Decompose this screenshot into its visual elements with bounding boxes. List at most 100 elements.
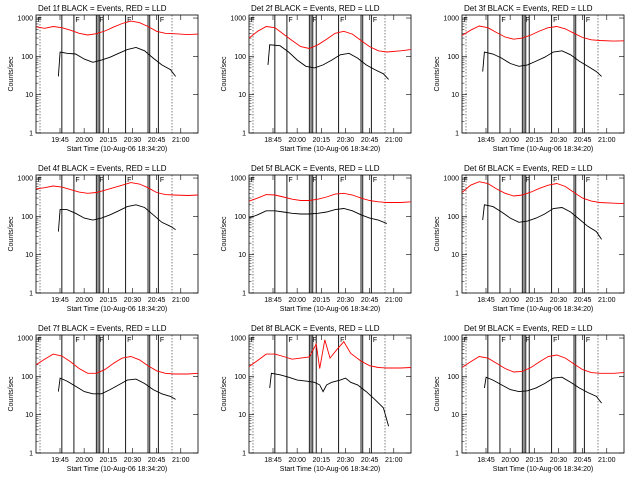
panel-det-5: Det 5f BLACK = Events, RED = LLD 1 10 100 10… [221,164,412,313]
x-tick-label: 18:45 [264,297,282,304]
x-axis-label: Start Time (10-Aug-06 18:34:20) [280,306,380,313]
plot-frame [35,14,199,134]
series-lld-line [249,339,411,369]
y-axis-label: Counts/sec [8,56,15,92]
flag-label: F [75,17,79,24]
x-tick-label: 21:00 [172,137,190,144]
x-tick-label: 20:00 [75,297,93,304]
series-events-line [57,204,176,232]
y-tick-label: 1 [29,131,33,138]
panel-det-2: Det 2f BLACK = Events, RED = LLD 1 10 100 10… [221,4,412,153]
panel-title: Det 6f BLACK = Events, RED = LLD [464,164,593,173]
x-tick-label: 20:00 [288,457,306,464]
flag-label: F [160,177,164,184]
y-axis-label: Counts/sec [8,216,15,252]
x-axis-label: Start Time (10-Aug-06 18:34:20) [67,466,167,473]
y-tick-label: 1000 [17,336,33,343]
x-tick-label: 18:45 [477,137,495,144]
y-axis-label: Counts/sec [221,216,228,252]
x-tick-label: 21:00 [598,137,616,144]
flag-label: F [586,337,590,344]
x-tick-label: 20:45 [361,137,379,144]
y-tick-label: 10 [25,252,33,259]
x-tick-label: 20:15 [100,137,118,144]
y-tick-label: 10 [25,92,33,99]
x-tick-label: 19:45 [51,457,69,464]
y-tick-label: 1000 [230,336,246,343]
x-tick-label: 20:30 [550,457,568,464]
y-tick-label: 100 [447,214,459,221]
flag-label-start: F [251,17,255,24]
plot-frame [461,334,625,454]
series-events-line [267,44,389,80]
x-tick-label: 20:15 [100,457,118,464]
x-tick-label: 20:30 [550,137,568,144]
x-tick-label: 20:15 [526,137,544,144]
flag-label: F [288,177,292,184]
flag-label-start: F [38,17,42,24]
plot-frame [248,334,412,454]
flag-label: F [340,337,344,344]
x-axis-label: Start Time (10-Aug-06 18:34:20) [280,146,380,153]
series-lld-line [462,25,624,42]
panel-title: Det 3f BLACK = Events, RED = LLD [464,4,593,13]
x-tick-label: 19:45 [51,297,69,304]
flag-label: F [100,17,104,24]
panel-title: Det 4f BLACK = Events, RED = LLD [38,164,167,173]
series-lld-line [249,26,411,53]
x-tick-label: 20:30 [337,137,355,144]
y-tick-label: 1 [29,291,33,298]
series-events-line [482,204,602,240]
flag-label-start: F [464,17,468,24]
flag-label-start: F [251,177,255,184]
y-tick-label: 100 [447,54,459,61]
x-tick-label: 21:00 [598,457,616,464]
series-events-line [57,377,176,400]
flag-label-start: F [38,337,42,344]
flag-label: F [526,17,530,24]
flag-label: F [373,177,377,184]
x-tick-label: 20:45 [361,297,379,304]
flag-label: F [288,17,292,24]
flag-label: F [127,17,131,24]
x-tick-label: 18:45 [477,297,495,304]
x-tick-label: 21:00 [172,297,190,304]
series-events-line [249,208,388,224]
x-tick-label: 20:00 [501,137,519,144]
x-tick-label: 20:00 [75,137,93,144]
plot-frame [35,174,199,294]
flag-label: F [160,17,164,24]
y-tick-label: 100 [234,214,246,221]
y-tick-label: 1 [455,451,459,458]
flag-label: F [553,177,557,184]
flag-label: F [553,17,557,24]
y-tick-label: 10 [451,252,459,259]
panel-title: Det 5f BLACK = Events, RED = LLD [251,164,380,173]
x-tick-label: 20:15 [313,137,331,144]
flag-label: F [313,17,317,24]
plot-frame [248,174,412,294]
flag-label-start: F [38,177,42,184]
y-tick-label: 1 [29,451,33,458]
panel-det-6: Det 6f BLACK = Events, RED = LLD 1 10 100 10… [434,164,625,313]
flag-label: F [501,337,505,344]
x-tick-label: 21:00 [385,137,403,144]
flag-label-start: F [464,177,468,184]
y-tick-label: 10 [451,412,459,419]
x-tick-label: 18:45 [264,457,282,464]
flag-label: F [75,337,79,344]
flag-label: F [127,337,131,344]
x-tick-label: 21:00 [385,457,403,464]
y-tick-label: 10 [238,252,246,259]
flag-label: F [586,177,590,184]
flag-label: F [526,177,530,184]
y-tick-label: 10 [238,92,246,99]
flag-label: F [340,17,344,24]
panel-title: Det 7f BLACK = Events, RED = LLD [38,324,167,333]
x-tick-label: 21:00 [385,297,403,304]
y-tick-label: 10 [451,92,459,99]
y-tick-label: 1000 [17,176,33,183]
y-axis-label: Counts/sec [221,376,228,412]
y-tick-label: 1 [242,131,246,138]
y-tick-label: 1000 [443,16,459,23]
